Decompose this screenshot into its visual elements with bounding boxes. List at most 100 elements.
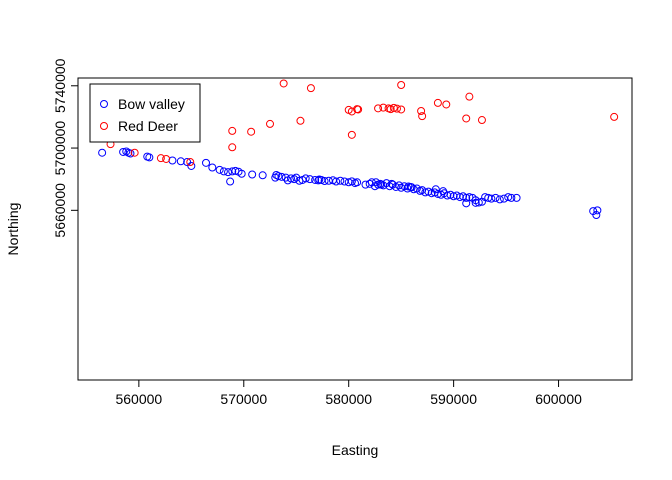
point-bow-valley: [126, 149, 135, 158]
point-red-deer: [417, 107, 426, 116]
point-bow-valley: [237, 169, 246, 178]
point-bow-valley: [98, 148, 107, 157]
x-tick-label: 560000: [115, 391, 162, 407]
point-bow-valley: [404, 182, 413, 191]
point-bow-valley: [449, 192, 458, 201]
point-red-deer: [130, 148, 139, 157]
point-red-deer: [462, 114, 471, 123]
point-bow-valley: [187, 161, 196, 170]
point-bow-valley: [208, 163, 217, 172]
point-red-deer: [610, 112, 619, 121]
x-tick-label: 580000: [325, 391, 372, 407]
point-bow-valley: [122, 147, 131, 156]
legend-box: [89, 83, 201, 143]
point-red-deer: [477, 116, 486, 125]
point-bow-valley: [592, 210, 601, 219]
point-bow-valley: [290, 175, 299, 184]
point-bow-valley: [431, 185, 440, 194]
legend: Bow valley Red Deer: [89, 83, 201, 143]
point-red-deer: [354, 105, 363, 114]
legend-label-red-deer: Red Deer: [118, 118, 178, 134]
y-axis: 5660000 5700000 5740000: [52, 58, 79, 238]
point-red-deer: [374, 104, 383, 113]
point-bow-valley: [499, 194, 508, 203]
legend-marker-bow-valley: [100, 100, 108, 108]
point-bow-valley: [314, 176, 323, 185]
point-bow-valley: [332, 177, 341, 186]
point-red-deer: [162, 154, 171, 163]
point-bow-valley: [228, 167, 237, 176]
point-bow-valley: [311, 175, 320, 184]
point-red-deer: [433, 98, 442, 107]
point-bow-valley: [248, 170, 257, 179]
point-bow-valley: [439, 187, 448, 196]
point-bow-valley: [286, 174, 295, 183]
point-bow-valley: [407, 183, 416, 192]
x-tick-label: 590000: [430, 391, 477, 407]
point-bow-valley: [471, 198, 480, 207]
point-red-deer: [418, 112, 427, 121]
point-bow-valley: [507, 193, 516, 202]
point-bow-valley: [487, 194, 496, 203]
point-red-deer: [392, 104, 401, 113]
point-bow-valley: [176, 157, 185, 166]
point-bow-valley: [455, 193, 464, 202]
y-tick-label: 5700000: [52, 121, 68, 176]
point-bow-valley: [491, 193, 500, 202]
point-bow-valley: [215, 165, 224, 174]
point-bow-valley: [462, 193, 471, 202]
point-bow-valley: [224, 168, 233, 177]
point-bow-valley: [371, 178, 380, 187]
point-bow-valley: [226, 177, 235, 186]
point-bow-valley: [387, 179, 396, 188]
point-red-deer: [389, 103, 398, 112]
point-bow-valley: [512, 193, 521, 202]
point-bow-valley: [277, 172, 286, 181]
point-red-deer: [279, 79, 288, 88]
y-tick-label: 5740000: [52, 58, 68, 113]
point-bow-valley: [395, 181, 404, 190]
point-bow-valley: [443, 191, 452, 200]
point-bow-valley: [271, 173, 280, 182]
x-tick-label: 570000: [220, 391, 267, 407]
point-bow-valley: [495, 195, 504, 204]
legend-marker-red-deer: [100, 122, 108, 130]
y-tick-label: 5660000: [52, 183, 68, 238]
point-bow-valley: [504, 193, 513, 202]
point-bow-valley: [593, 206, 602, 215]
point-red-deer: [347, 130, 356, 139]
point-bow-valley: [119, 147, 128, 156]
x-axis: 560000 570000 580000 590000 600000: [115, 379, 582, 407]
point-red-deer: [296, 116, 305, 125]
point-bow-valley: [344, 178, 353, 187]
point-red-deer: [228, 126, 237, 135]
point-bow-valley: [465, 193, 474, 202]
point-red-deer: [306, 84, 315, 93]
point-bow-valley: [258, 171, 267, 180]
point-red-deer: [465, 92, 474, 101]
point-bow-valley: [315, 175, 324, 184]
point-red-deer: [397, 81, 406, 90]
x-tick-label: 600000: [535, 391, 582, 407]
point-red-deer: [379, 103, 388, 112]
legend-label-bow-valley: Bow valley: [118, 96, 185, 112]
point-bow-valley: [305, 175, 314, 184]
point-bow-valley: [301, 174, 310, 183]
point-red-deer: [397, 105, 406, 114]
y-axis-label: Northing: [5, 203, 21, 256]
point-bow-valley: [320, 177, 329, 186]
point-bow-valley: [353, 178, 362, 187]
point-red-deer: [156, 154, 165, 163]
point-bow-valley: [474, 198, 483, 207]
point-bow-valley: [145, 153, 154, 162]
point-bow-valley: [462, 199, 471, 208]
point-bow-valley: [377, 180, 386, 189]
points-layer: [91, 79, 619, 219]
point-red-deer: [186, 158, 195, 167]
point-bow-valley: [336, 176, 345, 185]
x-axis-label: Easting: [332, 442, 379, 458]
point-red-deer: [442, 100, 451, 109]
point-red-deer: [247, 127, 256, 136]
point-bow-valley: [202, 158, 211, 167]
